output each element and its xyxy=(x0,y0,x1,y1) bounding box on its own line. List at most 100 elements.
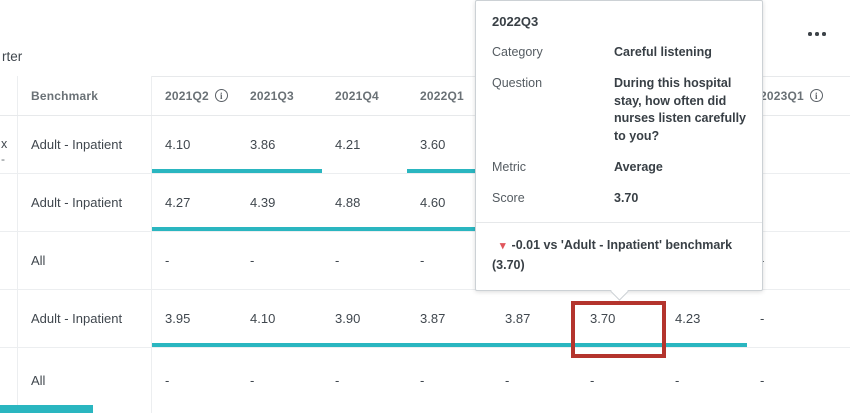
cell-value: 3.70 xyxy=(590,311,616,326)
benchmark-cell-label: All xyxy=(31,373,46,388)
value-cell[interactable]: - xyxy=(492,348,577,413)
cell-value: - xyxy=(590,373,595,388)
benchmark-note-text: -0.01 vs 'Adult - Inpatient' benchmark xyxy=(511,238,733,253)
value-cell[interactable]: - xyxy=(152,232,237,289)
column-header: 2023Q1 i xyxy=(747,76,832,115)
benchmark-cell-label: Adult - Inpatient xyxy=(31,311,123,326)
value-cell[interactable]: - xyxy=(322,348,407,413)
benchmark-cell: Adult - Inpatient xyxy=(18,116,152,173)
value-cell[interactable]: 3.95 xyxy=(152,290,237,347)
cell-value: - xyxy=(165,373,170,388)
teal-underline-bar xyxy=(322,227,407,231)
value-cell[interactable]: - xyxy=(747,348,832,413)
cell-value: 4.39 xyxy=(250,195,276,210)
cell-value: 4.60 xyxy=(420,195,446,210)
teal-underline-bar xyxy=(237,343,322,347)
cell-value: - xyxy=(760,373,765,388)
teal-underline-bar xyxy=(492,343,577,347)
tooltip-value: Average xyxy=(614,159,663,174)
cell-value: - xyxy=(505,373,510,388)
column-header-label: 2021Q3 xyxy=(250,88,294,103)
value-cell[interactable]: 4.10 xyxy=(152,116,237,173)
cell-value: - xyxy=(420,253,425,268)
value-cell[interactable]: 4.39 xyxy=(237,174,322,231)
value-cell[interactable]: 3.60 xyxy=(407,116,492,173)
cell-value: - xyxy=(165,253,170,268)
column-header-label: 2021Q2 xyxy=(165,88,209,103)
value-cell[interactable]: - xyxy=(407,232,492,289)
clipped-row-label-fragment: - xyxy=(1,152,5,166)
teal-underline-bar xyxy=(152,169,237,173)
cell-value: - xyxy=(420,373,425,388)
value-cell[interactable]: 4.60 xyxy=(407,174,492,231)
value-cell[interactable]: 4.88 xyxy=(322,174,407,231)
teal-underline-bar xyxy=(322,343,407,347)
cell-value: 4.27 xyxy=(165,195,191,210)
value-cell[interactable]: 4.21 xyxy=(322,116,407,173)
more-horizontal-icon xyxy=(822,32,826,36)
value-cell[interactable]: 4.10 xyxy=(237,290,322,347)
tooltip-divider xyxy=(476,222,762,224)
cell-value: 4.10 xyxy=(250,311,276,326)
value-cell[interactable]: - xyxy=(152,348,237,413)
benchmark-column-header: Benchmark xyxy=(18,76,152,115)
tooltip-row: Question During this hospital stay, how … xyxy=(492,75,746,146)
cell-value: - xyxy=(250,373,255,388)
cell-value: - xyxy=(250,253,255,268)
tooltip-value: 3.70 xyxy=(614,190,639,205)
value-cell[interactable]: - xyxy=(407,348,492,413)
value-cell[interactable]: - xyxy=(577,348,662,413)
cell-value: - xyxy=(335,373,340,388)
more-horizontal-icon xyxy=(815,32,819,36)
value-cell[interactable]: 3.87 xyxy=(492,290,577,347)
clipped-first-column-cell xyxy=(0,348,18,413)
value-cell[interactable]: 4.23 xyxy=(662,290,747,347)
benchmark-cell: All xyxy=(18,232,152,289)
benchmark-note-line2: (3.70) xyxy=(492,257,525,272)
clipped-page-title: rter xyxy=(2,49,23,64)
clipped-first-column-cell xyxy=(0,290,18,347)
column-header: 2021Q4 xyxy=(322,76,407,115)
teal-underline-bar xyxy=(662,343,747,347)
cell-value: 3.95 xyxy=(165,311,191,326)
value-cell[interactable]: 4.27 xyxy=(152,174,237,231)
tooltip-value: Careful listening xyxy=(614,45,712,59)
value-cell[interactable]: - xyxy=(237,232,322,289)
column-header-label: 2021Q4 xyxy=(335,88,379,103)
cell-tooltip: 2022Q3 Category Careful listening Questi… xyxy=(475,0,763,301)
info-icon[interactable]: i xyxy=(214,89,228,102)
benchmark-cell: Adult - Inpatient xyxy=(18,174,152,231)
info-icon[interactable]: i xyxy=(809,89,823,102)
tooltip-value: During this hospital stay, how often did… xyxy=(614,75,747,143)
value-cell[interactable]: 3.86 xyxy=(237,116,322,173)
clipped-row-label-fragment: x xyxy=(1,137,8,151)
tooltip-label: Score xyxy=(492,190,525,205)
table-row: Adult - Inpatient 4.10 3.86 4.21 3.60 xyxy=(0,116,850,174)
cell-value: 3.87 xyxy=(420,311,446,326)
bottom-chart-fragment xyxy=(0,405,93,413)
table-header-row: Benchmark 2021Q2 i 2021Q3 2021Q4 2022Q1 2023Q… xyxy=(0,76,850,116)
cell-value: 3.60 xyxy=(420,137,446,152)
value-cell[interactable]: - xyxy=(322,232,407,289)
value-cell[interactable]: - xyxy=(237,348,322,413)
cell-value: 4.23 xyxy=(675,311,701,326)
value-cell[interactable]: 3.87 xyxy=(407,290,492,347)
value-cell[interactable]: - xyxy=(662,348,747,413)
column-header: 2021Q2 i xyxy=(152,76,237,115)
teal-underline-bar xyxy=(577,343,662,347)
value-cell[interactable]: - xyxy=(747,290,832,347)
more-options-button[interactable] xyxy=(800,25,834,43)
benchmark-cell-label: Adult - Inpatient xyxy=(31,195,123,210)
trend-down-icon: ▾ xyxy=(500,240,506,253)
teal-underline-bar xyxy=(152,343,237,347)
benchmark-cell-label: All xyxy=(31,253,46,268)
more-horizontal-icon xyxy=(808,32,812,36)
value-cell[interactable]: 3.90 xyxy=(322,290,407,347)
column-header: 2022Q1 xyxy=(407,76,492,115)
tooltip-label: Category xyxy=(492,45,543,59)
clipped-first-column-cell xyxy=(0,174,18,231)
clipped-first-column-cell xyxy=(0,116,18,173)
cell-value: 4.10 xyxy=(165,137,191,152)
benchmark-note-line1: ▾ -0.01 vs 'Adult - Inpatient' benchmark xyxy=(492,236,746,255)
value-cell[interactable]: 3.70 xyxy=(577,290,662,347)
